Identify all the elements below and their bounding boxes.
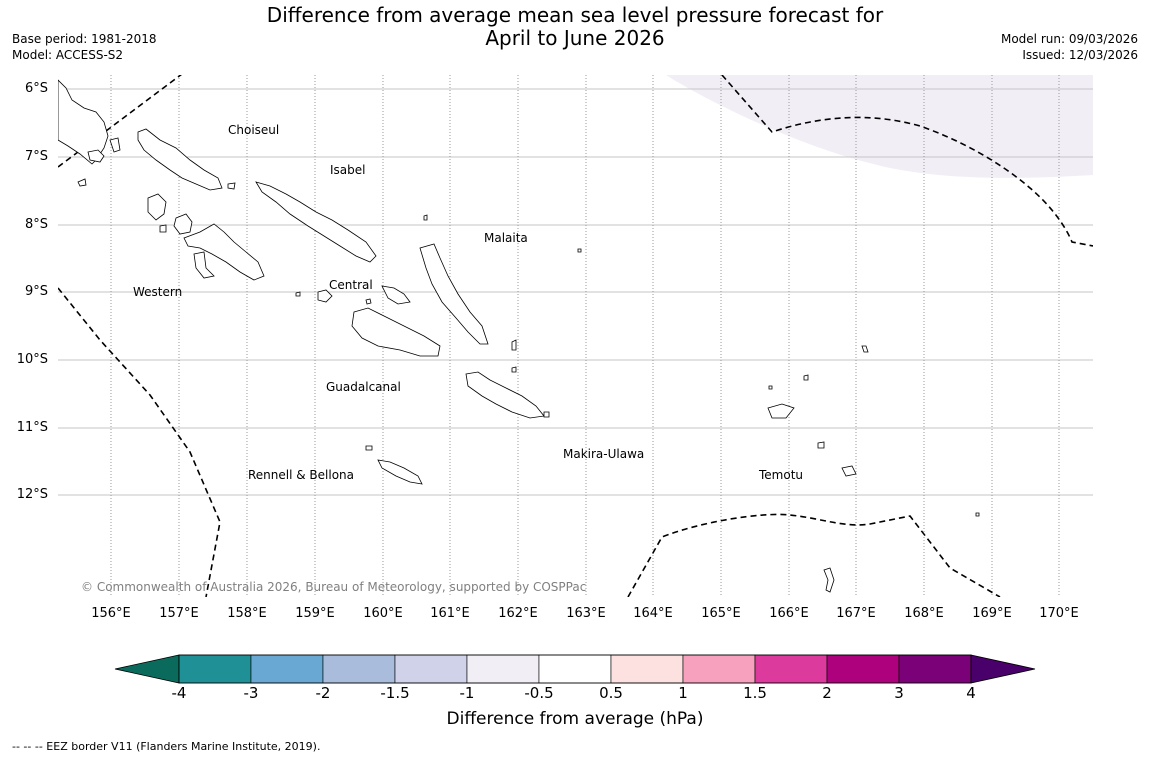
region-label-makira-ulawa: Makira-Ulawa [563,447,645,461]
lat-label: 11°S [16,420,48,435]
island-small-santa-ana [543,411,550,418]
island-makira [465,371,545,419]
colorbar-tick: -1.5 [380,684,410,702]
island-small-w-1 [159,224,167,233]
latitude-gridlines [58,88,1093,496]
island-florida-ngella [381,285,411,305]
island-small-makira-1 [511,366,517,373]
island-malaita [419,243,489,345]
colorbar-tick: 1 [678,684,688,702]
anomaly-shaded-region [666,75,1093,178]
colorbar-tick: -0.5 [524,684,554,702]
island-ndende [767,403,795,419]
lon-label: 162°E [498,606,538,621]
lon-label: 156°E [91,606,131,621]
base-period: Base period: 1981-2018 [12,32,157,46]
model-run: Model run: 09/03/2026 [1000,32,1138,46]
island-small-lord-howe [423,214,428,221]
lat-label: 9°S [24,284,48,299]
lat-label: 7°S [24,149,48,164]
eez-legend-footnote: -- -- -- EEZ border V11 (Flanders Marine… [12,740,321,753]
island-tikopia [823,567,835,593]
title-line-1: Difference from average mean sea level p… [266,3,884,27]
island-small-w-2 [295,291,301,297]
island-new-georgia [183,223,265,281]
coastlines [58,79,980,593]
region-label-western: Western [133,285,183,299]
island-reef-islands [803,374,809,381]
island-small-temotu-2 [975,512,980,517]
island-small-temotu-1 [768,385,773,390]
lat-label: 6°S [24,81,48,96]
lon-label: 158°E [227,606,267,621]
lon-label: 170°E [1039,606,1079,621]
colorbar-tick: 0.5 [599,684,623,702]
island-isabel [255,181,377,263]
region-label-isabel: Isabel [330,163,366,177]
island-savo [365,298,372,305]
lon-label: 168°E [904,606,944,621]
island-guadalcanal [351,307,441,357]
region-label-guadalcanal: Guadalcanal [326,380,401,394]
lon-label: 167°E [836,606,876,621]
lon-label: 160°E [363,606,403,621]
lon-label: 164°E [633,606,673,621]
island-choiseul-tip [227,182,236,190]
eez-border [58,75,1093,597]
lon-label: 159°E [295,606,335,621]
island-small-sikaiana [577,248,582,253]
colorbar-tick: 3 [894,684,904,702]
island-vanikoro [841,465,857,477]
lon-label: 169°E [972,606,1012,621]
lon-label: 163°E [566,606,606,621]
island-bougainville [58,79,109,165]
lon-label: 157°E [159,606,199,621]
island-small-ulawa [511,339,517,351]
lat-label: 8°S [24,217,48,232]
island-choiseul [137,128,223,191]
colorbar-tick: 1.5 [743,684,767,702]
copyright-notice: © Commonwealth of Australia 2026, Bureau… [81,580,587,594]
island-duff [861,345,869,353]
island-vella-lavella [147,193,167,221]
issued-date: Issued: 12/03/2026 [1022,48,1138,62]
colorbar-tick: 2 [822,684,832,702]
island-russell [317,289,333,303]
colorbar-tick: 4 [966,684,976,702]
lon-label: 165°E [701,606,741,621]
region-label-choiseul: Choiseul [228,123,280,137]
colorbar-tick: -3 [243,684,259,702]
region-label-temotu: Temotu [759,468,804,482]
lon-label: 166°E [769,606,809,621]
island-bellona [365,445,373,451]
region-label-malaita: Malaita [484,231,528,245]
island-utupua [817,441,825,449]
island-rennell [377,459,423,485]
region-label-rennell-bellona: Rennell & Bellona [248,468,355,482]
title-line-2: April to June 2026 [485,26,665,50]
colorbar-tick: -4 [171,684,187,702]
island-small-nw-2 [77,178,87,187]
island-small-nw-1 [87,149,105,163]
lon-label: 161°E [430,606,470,621]
model-name: Model: ACCESS-S2 [12,48,124,62]
island-rendova [193,251,215,279]
island-kolombangara [173,213,193,235]
metadata-right: Model run: 09/03/2026 Issued: 12/03/2026 [1001,31,1138,63]
chart-title: Difference from average mean sea level p… [0,4,1150,50]
colorbar-title: Difference from average (hPa) [446,709,704,729]
colorbar-tick: -2 [315,684,331,702]
lat-label: 12°S [16,487,48,502]
metadata-left: Base period: 1981-2018 Model: ACCESS-S2 [12,31,157,63]
lat-label: 10°S [16,352,48,367]
region-label-central: Central [329,278,373,292]
colorbar-tick: -1 [459,684,475,702]
island-small-nw-3 [109,137,121,153]
